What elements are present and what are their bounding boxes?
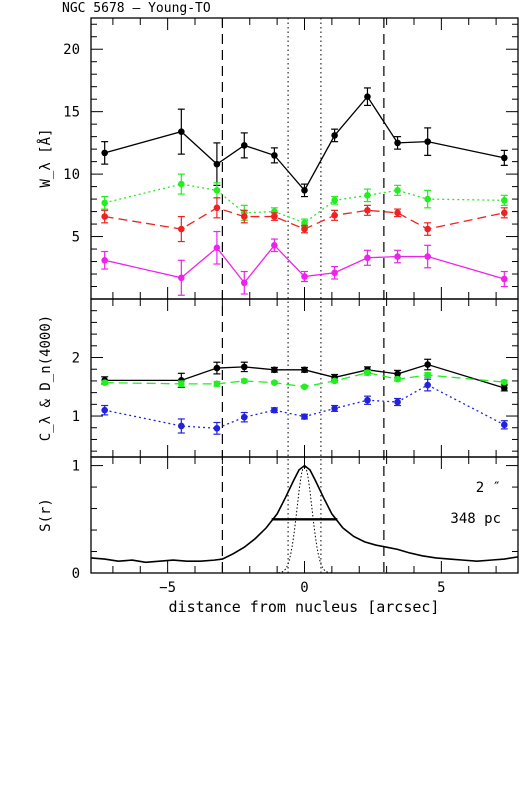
chart-title: NGC 5678 – Young-TO <box>62 1 211 16</box>
data-point-green <box>424 371 431 379</box>
data-point-green <box>178 380 185 388</box>
data-point-magenta <box>501 275 508 283</box>
data-point-magenta <box>178 274 185 282</box>
data-point-red <box>178 225 185 233</box>
data-point-green <box>213 187 221 194</box>
data-point-black <box>213 160 221 168</box>
data-point-green <box>101 199 108 207</box>
bottom-y-axis-label: S(r) <box>38 498 54 532</box>
data-point-green <box>301 383 308 391</box>
data-point-red <box>331 212 338 219</box>
series-line-black <box>104 95 505 192</box>
data-point-green <box>501 197 508 204</box>
data-point-green <box>331 377 338 385</box>
data-point-green <box>394 187 401 194</box>
data-point-blue <box>424 381 431 389</box>
series-line-blue <box>104 384 505 429</box>
y-tick-label: 0 <box>72 566 80 582</box>
x-tick-label: 5 <box>437 580 445 596</box>
data-point-magenta <box>394 253 401 260</box>
data-point-blue <box>331 405 338 412</box>
top-y-axis-label: W_λ [Å] <box>37 128 54 187</box>
data-point-red <box>501 209 508 217</box>
data-point-black <box>501 384 508 392</box>
data-point-black <box>213 364 221 372</box>
data-point-black <box>394 139 401 147</box>
data-point-red <box>424 225 431 233</box>
data-point-green <box>271 379 278 386</box>
x-tick-label: −5 <box>159 580 176 596</box>
data-point-magenta <box>424 253 431 260</box>
psf-profile-line <box>222 464 387 574</box>
data-point-magenta <box>364 254 371 262</box>
data-point-magenta <box>101 256 108 264</box>
data-point-blue <box>501 421 508 429</box>
data-point-black <box>501 154 508 162</box>
data-point-magenta <box>240 279 248 287</box>
data-point-black <box>301 187 308 194</box>
data-point-black <box>424 138 431 145</box>
data-point-black <box>364 93 371 100</box>
top-panel-series <box>101 87 508 296</box>
data-point-black <box>240 142 248 149</box>
top-panel-frame <box>90 17 519 300</box>
middle-panel-series <box>101 358 508 435</box>
data-point-black <box>101 149 108 157</box>
data-point-black <box>331 132 338 139</box>
physical-scale-annotation: 348 pc <box>450 511 501 527</box>
data-point-black <box>178 128 185 135</box>
data-point-black <box>240 363 248 371</box>
data-point-blue <box>394 398 401 406</box>
data-point-red <box>364 207 371 214</box>
data-point-black <box>394 370 401 378</box>
data-point-magenta <box>301 273 308 280</box>
data-point-black <box>301 366 308 374</box>
y-tick-label: 1 <box>72 459 80 475</box>
data-point-green <box>424 195 431 203</box>
data-point-green <box>240 377 248 385</box>
data-point-red <box>394 209 401 217</box>
y-tick-label: 5 <box>72 230 80 246</box>
y-tick-label: 2 <box>72 351 80 367</box>
data-point-black <box>271 152 278 159</box>
angular-scale-annotation: 2 ″ <box>476 480 501 496</box>
data-point-red <box>101 213 108 220</box>
data-point-green <box>301 219 308 227</box>
data-point-blue <box>213 425 221 432</box>
data-point-green <box>101 379 108 386</box>
x-tick-label: 0 <box>300 580 308 596</box>
data-point-green <box>178 180 185 188</box>
y-tick-label: 10 <box>63 167 80 183</box>
data-point-blue <box>271 406 278 414</box>
data-point-green <box>364 369 371 377</box>
y-tick-label: 15 <box>63 105 80 121</box>
data-point-magenta <box>271 241 278 249</box>
data-point-green <box>213 380 221 388</box>
data-point-blue <box>301 413 308 420</box>
data-point-blue <box>101 406 108 414</box>
data-point-green <box>364 192 371 199</box>
y-tick-label: 20 <box>63 42 80 58</box>
data-point-red <box>213 204 221 212</box>
data-point-magenta <box>331 269 338 277</box>
bottom-panel-profile <box>90 464 519 574</box>
middle-y-axis-label: C_λ & D_n(4000) <box>38 315 54 441</box>
data-point-blue <box>178 422 185 430</box>
data-point-green <box>394 375 401 383</box>
light-profile-line <box>90 464 519 564</box>
data-point-green <box>331 197 338 204</box>
data-point-red <box>240 213 248 220</box>
data-point-green <box>501 378 508 386</box>
data-point-black <box>271 366 278 374</box>
data-point-red <box>301 225 308 233</box>
x-axis-label: distance from nucleus [arcsec] <box>169 598 440 616</box>
data-point-blue <box>364 396 371 404</box>
data-point-red <box>271 213 278 220</box>
y-tick-label: 1 <box>72 409 80 425</box>
data-point-magenta <box>213 244 221 252</box>
data-point-blue <box>240 413 248 421</box>
data-point-black <box>424 361 431 368</box>
